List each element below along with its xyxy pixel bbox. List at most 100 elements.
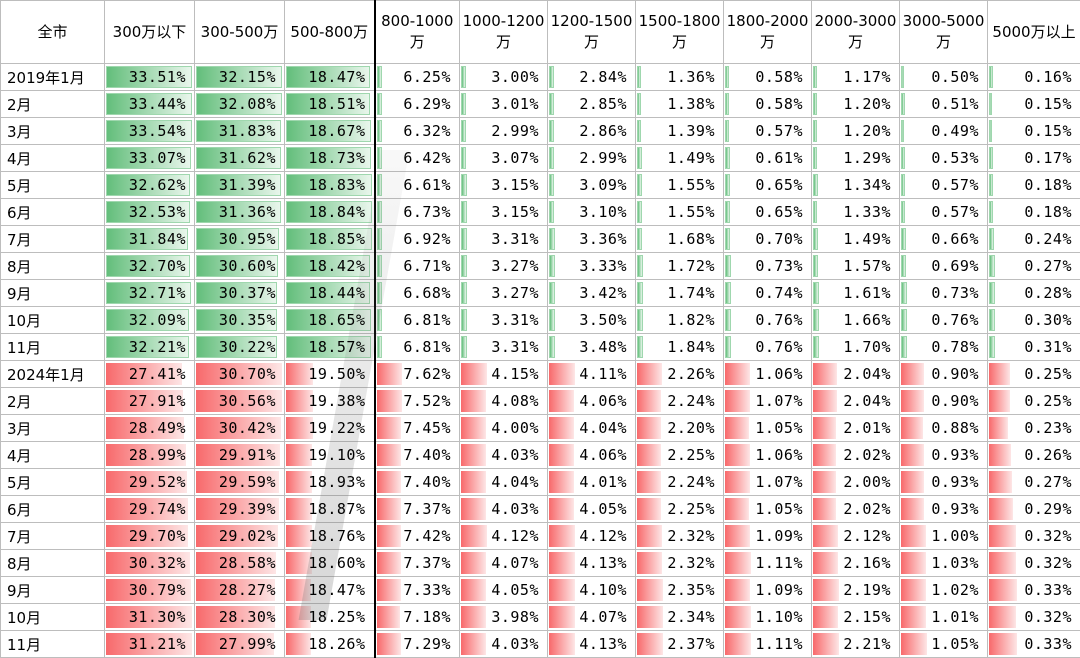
cell-value: 1.68% <box>667 230 715 248</box>
cell-value: 3.31% <box>491 338 539 356</box>
data-bar <box>901 282 907 304</box>
cell-value: 30.95% <box>219 230 276 248</box>
value-cell: 2.32% <box>636 550 724 577</box>
value-cell: 0.30% <box>988 307 1080 334</box>
data-bar <box>377 66 382 88</box>
data-bar <box>377 606 400 628</box>
row-label: 6月 <box>1 199 105 226</box>
data-bar <box>901 255 906 277</box>
cell-value: 18.87% <box>308 500 365 518</box>
cell-value: 28.99% <box>129 446 186 464</box>
cell-value: 3.27% <box>491 284 539 302</box>
value-cell: 1.01% <box>900 604 988 631</box>
cell-value: 0.24% <box>1024 230 1072 248</box>
value-cell: 4.05% <box>548 496 636 523</box>
cell-value: 0.90% <box>931 365 979 383</box>
data-bar <box>549 93 554 115</box>
value-cell: 19.50% <box>285 361 375 388</box>
data-bar <box>549 525 575 547</box>
value-cell: 1.09% <box>724 577 812 604</box>
cell-value: 1.38% <box>667 95 715 113</box>
value-cell: 31.30% <box>105 604 195 631</box>
row-label: 9月 <box>1 577 105 604</box>
cell-value: 2.25% <box>667 446 715 464</box>
value-cell: 0.58% <box>724 91 812 118</box>
data-bar <box>637 417 661 439</box>
value-cell: 2.99% <box>460 118 548 145</box>
cell-value: 3.27% <box>491 257 539 275</box>
data-bar <box>637 336 643 358</box>
data-bar <box>637 201 642 223</box>
value-cell: 19.38% <box>285 388 375 415</box>
cell-value: 3.15% <box>491 203 539 221</box>
value-cell: 7.37% <box>375 496 460 523</box>
column-header: 3000-5000万 <box>900 1 988 64</box>
data-bar <box>989 174 993 196</box>
data-bar <box>377 471 401 493</box>
value-cell: 4.00% <box>460 415 548 442</box>
cell-value: 0.76% <box>755 311 803 329</box>
cell-value: 30.42% <box>219 419 276 437</box>
cell-value: 3.98% <box>491 608 539 626</box>
cell-value: 7.40% <box>403 446 451 464</box>
data-bar <box>901 66 904 88</box>
value-cell: 2.25% <box>636 442 724 469</box>
cell-value: 1.06% <box>755 365 803 383</box>
cell-value: 3.09% <box>579 176 627 194</box>
cell-value: 18.93% <box>308 473 365 491</box>
row-label: 4月 <box>1 442 105 469</box>
value-cell: 1.03% <box>900 550 988 577</box>
data-bar <box>377 552 401 574</box>
cell-value: 19.22% <box>308 419 365 437</box>
cell-value: 0.53% <box>931 149 979 167</box>
data-bar <box>549 228 555 250</box>
data-bar <box>637 174 642 196</box>
cell-value: 27.91% <box>129 392 186 410</box>
cell-value: 1.70% <box>843 338 891 356</box>
cell-value: 0.93% <box>931 500 979 518</box>
cell-value: 0.18% <box>1024 176 1072 194</box>
cell-value: 3.00% <box>491 68 539 86</box>
cell-value: 3.50% <box>579 311 627 329</box>
value-cell: 4.07% <box>548 604 636 631</box>
value-cell: 2.24% <box>636 388 724 415</box>
cell-value: 6.81% <box>403 311 451 329</box>
data-bar <box>725 606 751 628</box>
cell-value: 0.15% <box>1024 122 1072 140</box>
cell-value: 0.69% <box>931 257 979 275</box>
cell-value: 0.25% <box>1024 365 1072 383</box>
cell-value: 1.66% <box>843 311 891 329</box>
cell-value: 7.40% <box>403 473 451 491</box>
data-bar <box>725 444 750 466</box>
cell-value: 6.68% <box>403 284 451 302</box>
cell-value: 1.17% <box>843 68 891 86</box>
data-bar <box>989 93 992 115</box>
value-cell: 29.91% <box>195 442 285 469</box>
cell-value: 4.06% <box>579 446 627 464</box>
cell-value: 0.74% <box>755 284 803 302</box>
data-bar <box>725 552 751 574</box>
data-bar <box>813 147 817 169</box>
value-cell: 0.69% <box>900 253 988 280</box>
value-cell: 32.08% <box>195 91 285 118</box>
data-bar <box>549 174 554 196</box>
cell-value: 1.11% <box>755 635 803 653</box>
cell-value: 2.99% <box>579 149 627 167</box>
data-bar <box>813 471 836 493</box>
cell-value: 2.25% <box>667 500 715 518</box>
value-cell: 1.68% <box>636 226 724 253</box>
cell-value: 2.26% <box>667 365 715 383</box>
data-bar <box>989 552 1016 574</box>
value-cell: 0.58% <box>724 64 812 91</box>
value-cell: 29.52% <box>105 469 195 496</box>
value-cell: 1.72% <box>636 253 724 280</box>
value-cell: 28.99% <box>105 442 195 469</box>
data-bar <box>377 417 401 439</box>
row-label: 7月 <box>1 226 105 253</box>
cell-value: 2.19% <box>843 581 891 599</box>
value-cell: 0.57% <box>724 118 812 145</box>
data-bar <box>461 120 466 142</box>
data-bar <box>461 363 487 385</box>
